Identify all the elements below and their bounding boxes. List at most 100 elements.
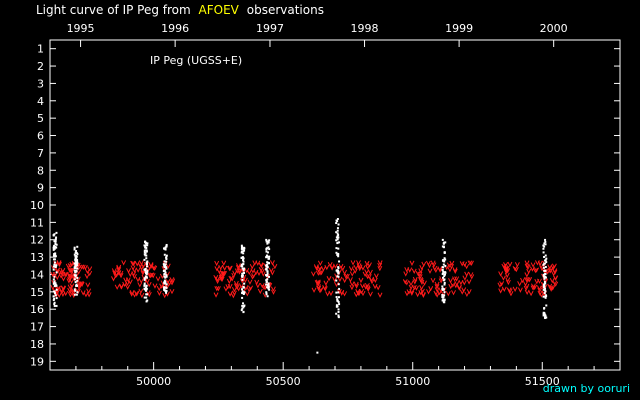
red-estimate-mark <box>244 291 250 297</box>
red-estimate-mark <box>524 276 530 283</box>
red-estimate-mark <box>445 291 451 297</box>
red-estimate-mark <box>356 260 361 266</box>
red-estimate-mark <box>524 263 530 269</box>
red-estimate-mark <box>79 281 85 287</box>
red-estimate-mark <box>84 268 90 275</box>
white-observation-point <box>335 219 338 222</box>
red-estimate-mark <box>69 283 75 289</box>
white-observation-point <box>441 273 444 276</box>
white-observation-point <box>337 241 340 244</box>
white-observation-point <box>544 269 547 272</box>
red-estimate-mark <box>149 272 155 278</box>
white-observation-point <box>336 229 339 232</box>
red-estimate-mark <box>236 263 241 269</box>
white-observation-point <box>163 265 166 268</box>
white-observation-point <box>145 246 148 249</box>
year-tick-label: 1995 <box>67 22 95 35</box>
red-estimate-mark <box>215 278 221 285</box>
red-estimate-mark <box>134 261 140 267</box>
red-estimate-mark <box>364 282 370 289</box>
y-tick-label: 12 <box>30 234 44 247</box>
white-observation-point <box>52 234 55 237</box>
y-tick-label: 2 <box>37 60 44 73</box>
red-estimate-mark <box>118 270 124 277</box>
red-estimate-mark <box>467 260 473 266</box>
white-observation-point <box>76 253 79 256</box>
white-observation-point <box>543 245 546 248</box>
red-estimate-mark <box>140 270 146 276</box>
white-observation-point <box>335 236 338 239</box>
red-estimate-mark <box>235 264 241 271</box>
white-observation-point <box>335 312 338 315</box>
red-estimate-mark <box>55 267 61 273</box>
white-observation-point <box>55 271 58 274</box>
x-tick-label: 51500 <box>525 375 560 388</box>
white-observation-point <box>145 257 148 260</box>
white-observation-point <box>73 269 76 272</box>
white-observation-point <box>241 292 244 295</box>
white-observation-point <box>53 263 56 266</box>
red-estimate-mark <box>520 277 525 284</box>
white-observation-point <box>73 248 76 251</box>
white-observation-point <box>55 246 58 249</box>
red-estimate-mark <box>56 285 62 291</box>
white-observation-point <box>335 291 338 294</box>
star-annotation: IP Peg (UGSS+E) <box>150 54 242 67</box>
white-observation-point <box>543 307 546 310</box>
white-observation-point <box>443 251 446 254</box>
red-estimate-mark <box>111 268 117 274</box>
white-observation-point <box>242 271 245 274</box>
white-observation-point <box>336 275 339 278</box>
white-observation-point <box>544 314 547 317</box>
red-estimate-mark <box>501 286 507 292</box>
red-estimate-mark <box>547 283 553 289</box>
white-observation-point <box>265 238 268 241</box>
red-estimate-mark <box>403 271 409 277</box>
white-observation-point <box>144 246 147 249</box>
white-observation-point <box>444 258 447 261</box>
red-estimate-mark <box>231 287 237 293</box>
white-observation-point <box>266 295 269 298</box>
white-observation-point <box>336 298 339 301</box>
x-tick-label: 50500 <box>266 375 301 388</box>
white-observation-point <box>242 285 245 288</box>
red-estimate-mark <box>138 260 144 266</box>
white-observation-point <box>242 252 245 255</box>
white-observation-point <box>243 267 246 270</box>
white-observation-point <box>76 259 79 262</box>
white-observation-point <box>163 289 166 292</box>
white-observation-point <box>442 266 445 269</box>
red-estimate-mark <box>437 266 443 272</box>
white-observation-point <box>240 246 243 249</box>
white-observation-point <box>145 272 148 275</box>
red-estimate-mark <box>85 282 91 288</box>
white-observation-point <box>54 265 57 268</box>
red-estimate-mark <box>239 278 245 284</box>
red-estimate-mark <box>259 262 264 269</box>
white-observation-point <box>53 285 56 288</box>
white-observation-point <box>54 294 57 297</box>
white-observation-point <box>242 258 245 261</box>
white-observation-point <box>75 284 78 287</box>
red-estimate-mark <box>342 291 347 297</box>
red-estimate-mark <box>214 260 220 267</box>
white-observation-point <box>75 250 78 253</box>
white-observation-point <box>145 276 148 279</box>
white-observation-point <box>267 241 270 244</box>
white-observation-point <box>266 251 269 254</box>
white-observation-point <box>444 264 447 267</box>
red-estimate-mark <box>414 285 419 291</box>
red-estimate-mark <box>116 270 122 276</box>
red-estimate-mark <box>83 292 89 298</box>
red-estimate-mark <box>354 283 360 289</box>
red-estimate-mark <box>420 292 426 299</box>
red-estimate-mark <box>227 265 232 272</box>
red-estimate-mark <box>326 276 332 282</box>
white-observation-point <box>241 265 244 268</box>
white-observation-point <box>74 281 77 284</box>
white-observation-point <box>545 304 548 307</box>
x-tick-label: 51000 <box>395 375 430 388</box>
white-observation-point <box>54 254 57 257</box>
white-observation-point <box>52 282 55 285</box>
red-estimate-mark <box>148 272 154 279</box>
